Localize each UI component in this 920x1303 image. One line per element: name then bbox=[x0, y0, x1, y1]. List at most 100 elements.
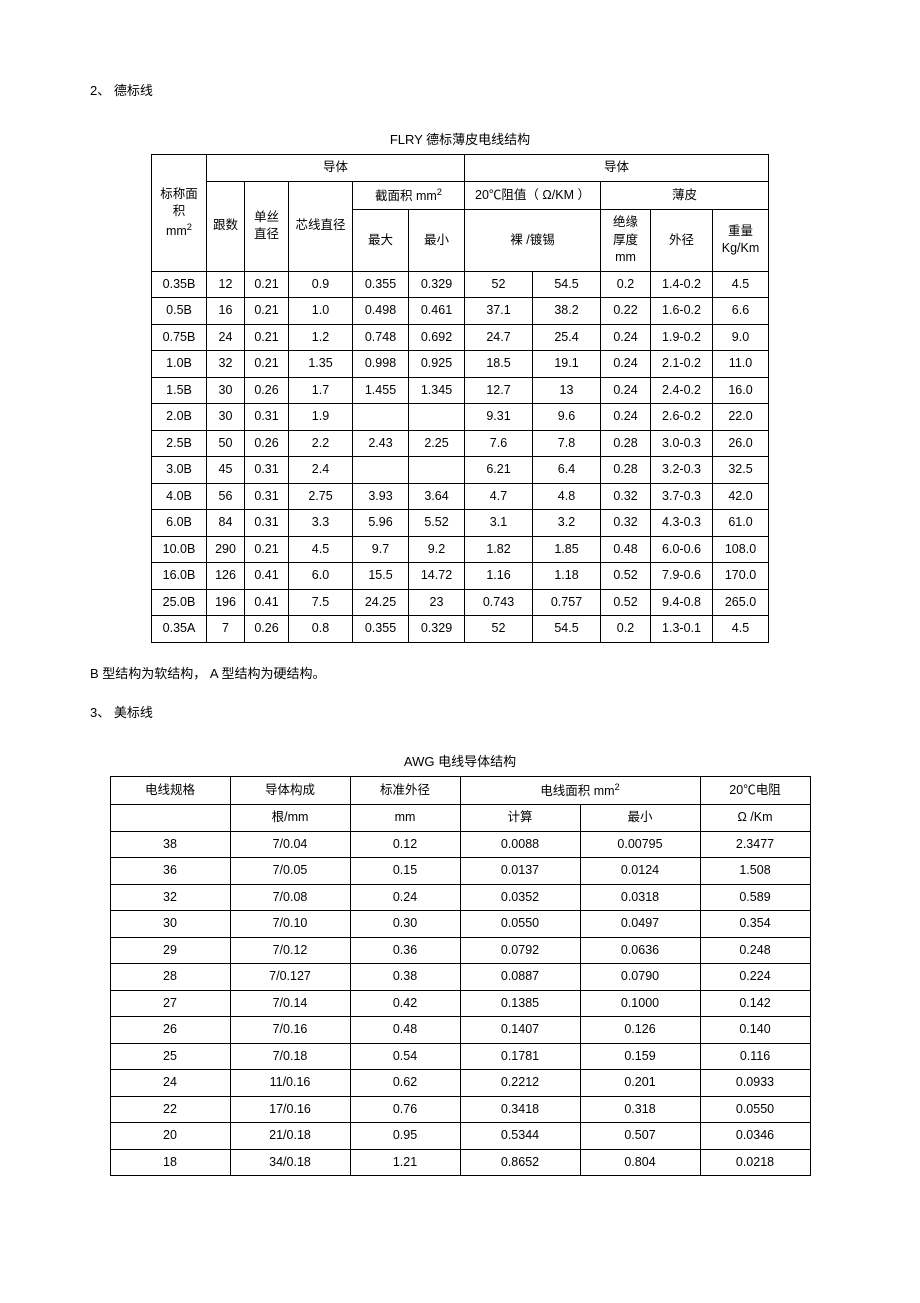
table-cell: 1.508 bbox=[700, 858, 810, 885]
table-cell: 9.6 bbox=[533, 404, 601, 431]
table-row: 267/0.160.480.14070.1260.140 bbox=[110, 1017, 810, 1044]
table-row: 2411/0.160.620.22120.2010.0933 bbox=[110, 1070, 810, 1097]
table-row: 0.35B120.210.90.3550.3295254.50.21.4-0.2… bbox=[152, 271, 769, 298]
table-cell: 0.804 bbox=[580, 1149, 700, 1176]
table-cell: 0.2212 bbox=[460, 1070, 580, 1097]
table-cell: 22 bbox=[110, 1096, 230, 1123]
t1-h-outer-dia: 外径 bbox=[651, 210, 713, 272]
table-cell: 265.0 bbox=[713, 589, 769, 616]
table-cell: 25 bbox=[110, 1043, 230, 1070]
table-cell: 0.0550 bbox=[460, 911, 580, 938]
table-cell: 2.5B bbox=[152, 430, 207, 457]
table-cell: 3.64 bbox=[409, 483, 465, 510]
table-row: 16.0B1260.416.015.514.721.161.180.527.9-… bbox=[152, 563, 769, 590]
table-cell: 30 bbox=[207, 404, 245, 431]
table-cell: 0.2 bbox=[601, 271, 651, 298]
t2-h-resistance-unit: Ω /Km bbox=[700, 805, 810, 832]
table-cell: 3.3 bbox=[289, 510, 353, 537]
table-cell: 26.0 bbox=[713, 430, 769, 457]
table-cell: 1.345 bbox=[409, 377, 465, 404]
table-cell: 1.9 bbox=[289, 404, 353, 431]
table-cell: 0.925 bbox=[409, 351, 465, 378]
table-cell: 0.26 bbox=[245, 616, 289, 643]
table-cell: 0.589 bbox=[700, 884, 810, 911]
table-cell: 0.1407 bbox=[460, 1017, 580, 1044]
table-cell: 0.201 bbox=[580, 1070, 700, 1097]
table-cell: 0.24 bbox=[601, 351, 651, 378]
table-cell: 0.0137 bbox=[460, 858, 580, 885]
table-cell: 0.24 bbox=[601, 324, 651, 351]
table-cell: 0.5344 bbox=[460, 1123, 580, 1150]
table-cell: 2.3477 bbox=[700, 831, 810, 858]
t2-h-area-calc: 计算 bbox=[460, 805, 580, 832]
table-row: 277/0.140.420.13850.10000.142 bbox=[110, 990, 810, 1017]
table-cell: 0.318 bbox=[580, 1096, 700, 1123]
table-cell: 0.140 bbox=[700, 1017, 810, 1044]
table-cell: 3.93 bbox=[353, 483, 409, 510]
table-cell: 0.32 bbox=[601, 483, 651, 510]
table-cell: 13 bbox=[533, 377, 601, 404]
table-row: 3.0B450.312.46.216.40.283.2-0.332.5 bbox=[152, 457, 769, 484]
table-cell: 27 bbox=[110, 990, 230, 1017]
table-cell: 0.5B bbox=[152, 298, 207, 325]
t1-h-core-dia: 芯线直径 bbox=[289, 181, 353, 271]
table-cell: 3.0-0.3 bbox=[651, 430, 713, 457]
table-cell: 9.2 bbox=[409, 536, 465, 563]
table-cell: 16 bbox=[207, 298, 245, 325]
table-cell: 7 bbox=[207, 616, 245, 643]
table-cell: 0.36 bbox=[350, 937, 460, 964]
t1-h-cross-section: 截面积 mm2 bbox=[353, 181, 465, 210]
table-cell: 0.21 bbox=[245, 351, 289, 378]
t1-h-resistance: 20℃阻值（ Ω/KM ） bbox=[465, 181, 601, 210]
table-cell: 0.22 bbox=[601, 298, 651, 325]
table-cell bbox=[409, 457, 465, 484]
table-cell: 0.998 bbox=[353, 351, 409, 378]
table-1-note: B 型结构为软结构， A 型结构为硬结构。 bbox=[90, 663, 870, 682]
table-cell: 18 bbox=[110, 1149, 230, 1176]
table-cell: 0.354 bbox=[700, 911, 810, 938]
table-cell bbox=[353, 457, 409, 484]
table-cell: 2.75 bbox=[289, 483, 353, 510]
table-cell: 3.1 bbox=[465, 510, 533, 537]
table-row: 2.0B300.311.99.319.60.242.6-0.222.0 bbox=[152, 404, 769, 431]
table-cell: 0.0318 bbox=[580, 884, 700, 911]
t1-h-weight: 重量 Kg/Km bbox=[713, 210, 769, 272]
table-cell: 7.8 bbox=[533, 430, 601, 457]
table-row: 367/0.050.150.01370.01241.508 bbox=[110, 858, 810, 885]
table-cell: 6.21 bbox=[465, 457, 533, 484]
table-cell: 0.31 bbox=[245, 483, 289, 510]
table-cell: 1.0 bbox=[289, 298, 353, 325]
table-row: 0.35A70.260.80.3550.3295254.50.21.3-0.14… bbox=[152, 616, 769, 643]
table-cell: 1.5B bbox=[152, 377, 207, 404]
table-cell: 2.4 bbox=[289, 457, 353, 484]
table-cell: 7/0.127 bbox=[230, 964, 350, 991]
table-cell: 3.2-0.3 bbox=[651, 457, 713, 484]
table-cell: 0.0346 bbox=[700, 1123, 810, 1150]
table-cell: 16.0B bbox=[152, 563, 207, 590]
table-cell: 4.5 bbox=[713, 616, 769, 643]
table-row: 2217/0.160.760.34180.3180.0550 bbox=[110, 1096, 810, 1123]
table-cell: 18.5 bbox=[465, 351, 533, 378]
table-cell: 32.5 bbox=[713, 457, 769, 484]
table-cell: 0.21 bbox=[245, 536, 289, 563]
table-cell: 12 bbox=[207, 271, 245, 298]
table-cell: 28 bbox=[110, 964, 230, 991]
table-cell: 0.0792 bbox=[460, 937, 580, 964]
table-cell: 0.31 bbox=[245, 457, 289, 484]
table-cell: 126 bbox=[207, 563, 245, 590]
table-cell: 52 bbox=[465, 616, 533, 643]
table-cell: 0.24 bbox=[601, 404, 651, 431]
table-cell: 52 bbox=[465, 271, 533, 298]
table-cell: 0.757 bbox=[533, 589, 601, 616]
table-cell: 0.248 bbox=[700, 937, 810, 964]
table-cell: 0.507 bbox=[580, 1123, 700, 1150]
table-cell: 0.75B bbox=[152, 324, 207, 351]
table-row: 387/0.040.120.00880.007952.3477 bbox=[110, 831, 810, 858]
table-cell: 0.26 bbox=[245, 377, 289, 404]
table-cell: 1.6-0.2 bbox=[651, 298, 713, 325]
table-cell: 14.72 bbox=[409, 563, 465, 590]
table-cell: 0.15 bbox=[350, 858, 460, 885]
table-cell: 0.35A bbox=[152, 616, 207, 643]
table-cell: 7.6 bbox=[465, 430, 533, 457]
t1-h-thin-skin: 薄皮 bbox=[601, 181, 769, 210]
